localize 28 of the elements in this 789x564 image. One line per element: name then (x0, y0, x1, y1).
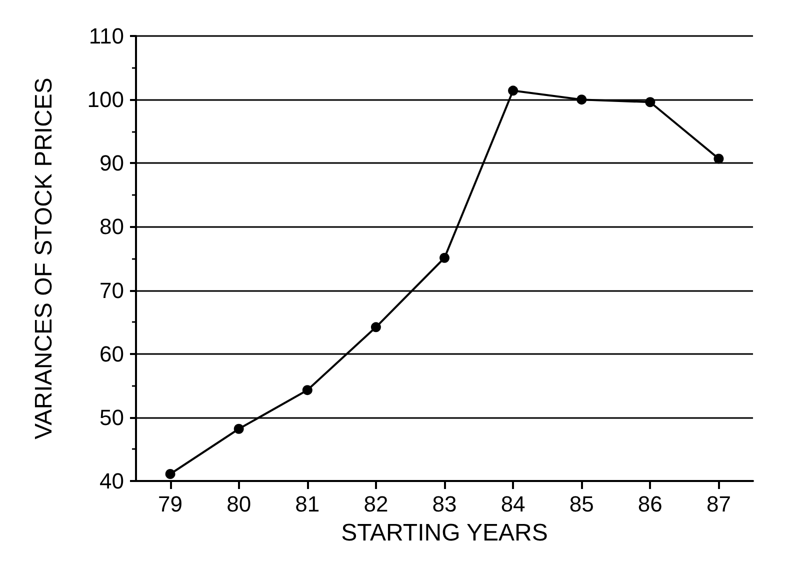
x-tick-label: 81 (295, 492, 320, 516)
y-tick-label: 40 (100, 468, 124, 494)
x-tick-label: 84 (500, 492, 526, 516)
x-axis-title: STARTING YEARS (341, 520, 548, 546)
x-tick-label: 85 (569, 492, 594, 516)
y-tick-label: 50 (100, 404, 124, 430)
point (714, 154, 724, 164)
x-tick-label: 80 (226, 492, 252, 516)
point (645, 97, 656, 108)
y-tick-label: 90 (100, 150, 124, 176)
x-tick-label: 86 (638, 492, 662, 516)
point (302, 385, 312, 396)
y-tick-label: 70 (100, 278, 124, 303)
point (370, 322, 381, 332)
x-tick-label: 87 (706, 492, 731, 516)
point (234, 424, 244, 434)
x-tick-label: 79 (158, 492, 183, 516)
y-tick-label: 100 (87, 87, 124, 112)
point (440, 252, 450, 263)
point (165, 469, 176, 480)
x-tick-label: 82 (364, 492, 388, 516)
y-tick-label: 110 (88, 24, 124, 48)
point (576, 94, 587, 105)
y-tick-label: 60 (100, 341, 124, 366)
x-tick-label: 83 (432, 492, 457, 516)
y-tick-label: 80 (100, 214, 124, 240)
y-axis-title: VARIANCES OF STOCK PRICES (30, 78, 58, 440)
point (508, 86, 518, 96)
